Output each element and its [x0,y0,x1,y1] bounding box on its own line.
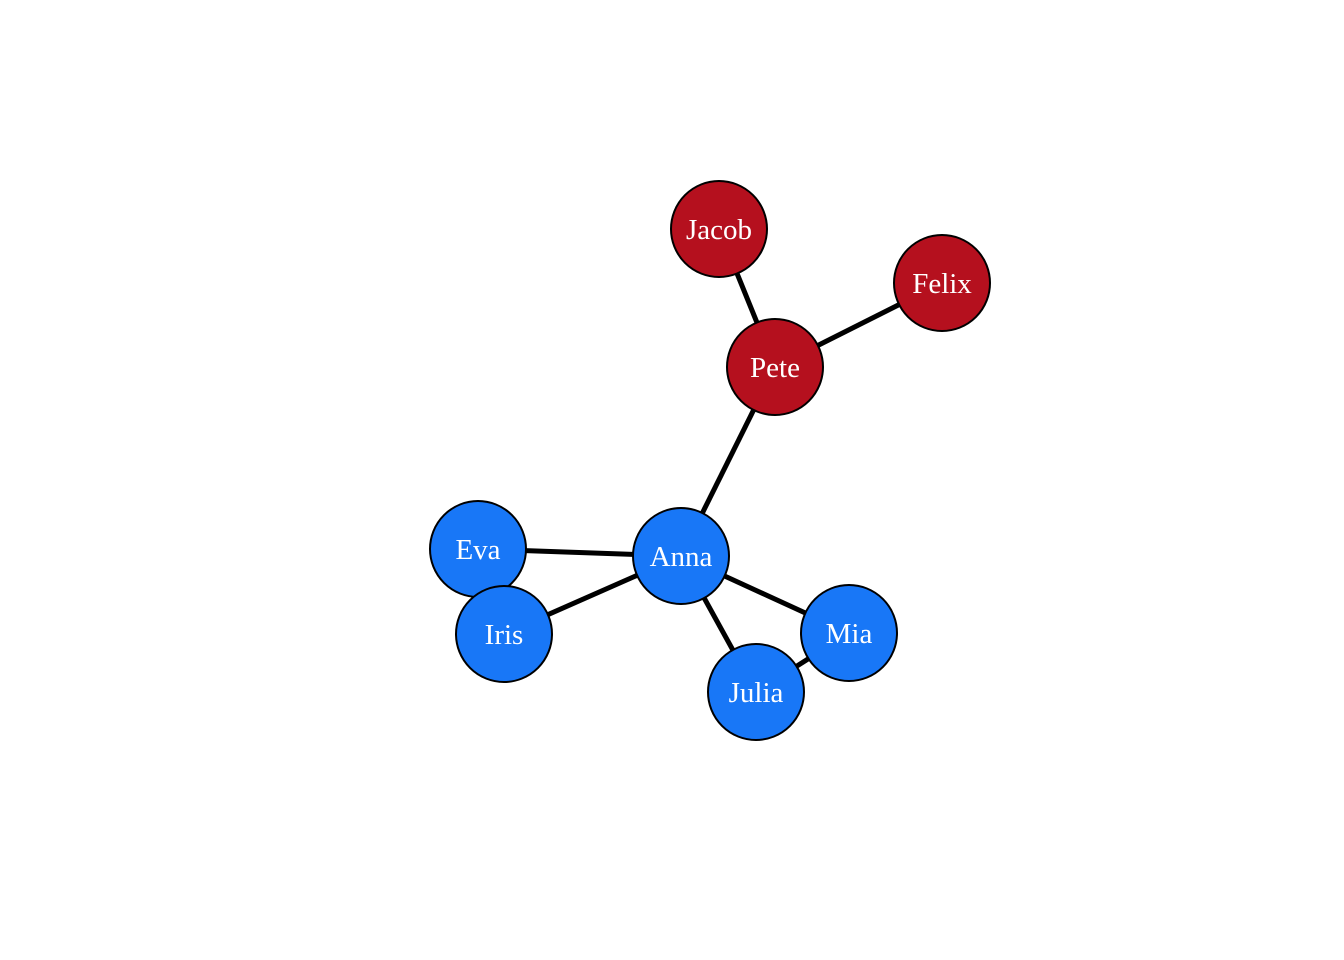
node-label-iris: Iris [485,619,524,651]
node-circle-mia [800,584,898,682]
node-label-jacob: Jacob [686,214,752,246]
node-pete: Pete [726,318,824,416]
node-label-pete: Pete [750,352,800,384]
node-label-mia: Mia [826,618,873,650]
node-circle-felix [893,234,991,332]
node-eva: Eva [429,500,527,598]
node-iris: Iris [455,585,553,683]
node-circle-jacob [670,180,768,278]
node-label-anna: Anna [650,541,713,573]
node-label-julia: Julia [729,677,784,709]
node-circle-julia [707,643,805,741]
nodes-layer: Jacob Felix Pete Anna Eva Iris Mia Julia [429,180,991,741]
node-circle-anna [632,507,730,605]
node-mia: Mia [800,584,898,682]
node-jacob: Jacob [670,180,768,278]
node-label-eva: Eva [455,534,500,566]
node-label-felix: Felix [912,268,972,300]
node-circle-pete [726,318,824,416]
node-felix: Felix [893,234,991,332]
node-julia: Julia [707,643,805,741]
node-circle-iris [455,585,553,683]
node-anna: Anna [632,507,730,605]
